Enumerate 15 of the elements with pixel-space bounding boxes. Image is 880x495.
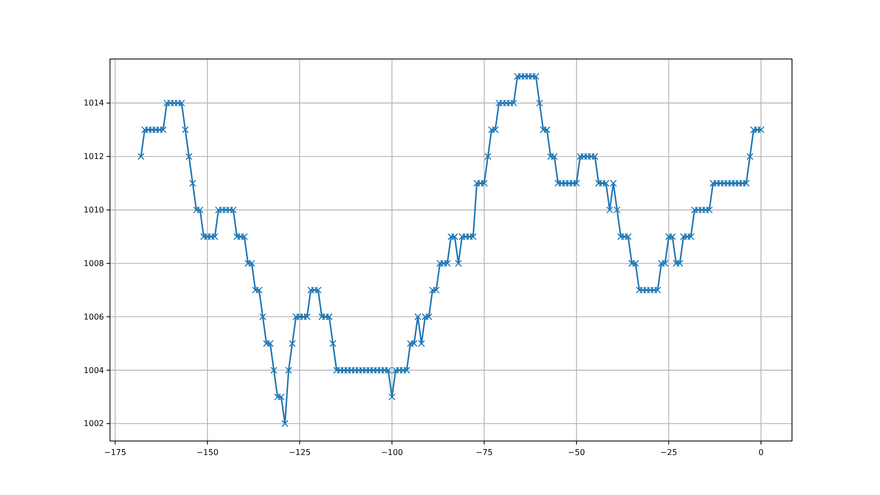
x-tick-label: −50 [568,448,585,457]
x-tick-label: −100 [380,448,403,457]
x-tick-label: −150 [196,448,218,457]
x-tick-label: −125 [288,448,311,457]
y-tick-label: 1010 [84,205,104,214]
y-tick-label: 1008 [84,258,104,268]
y-tick-label: 1014 [84,98,104,108]
y-tick-label: 1002 [84,419,104,428]
x-tick-label: 0 [758,448,764,457]
y-tick-label: 1012 [84,152,104,162]
y-tick-label: 1004 [84,366,104,375]
x-tick-label: −75 [476,448,493,457]
y-tick-label: 1006 [84,312,104,322]
x-tick-label: −175 [104,448,126,457]
x-tick-label: −25 [660,448,678,457]
